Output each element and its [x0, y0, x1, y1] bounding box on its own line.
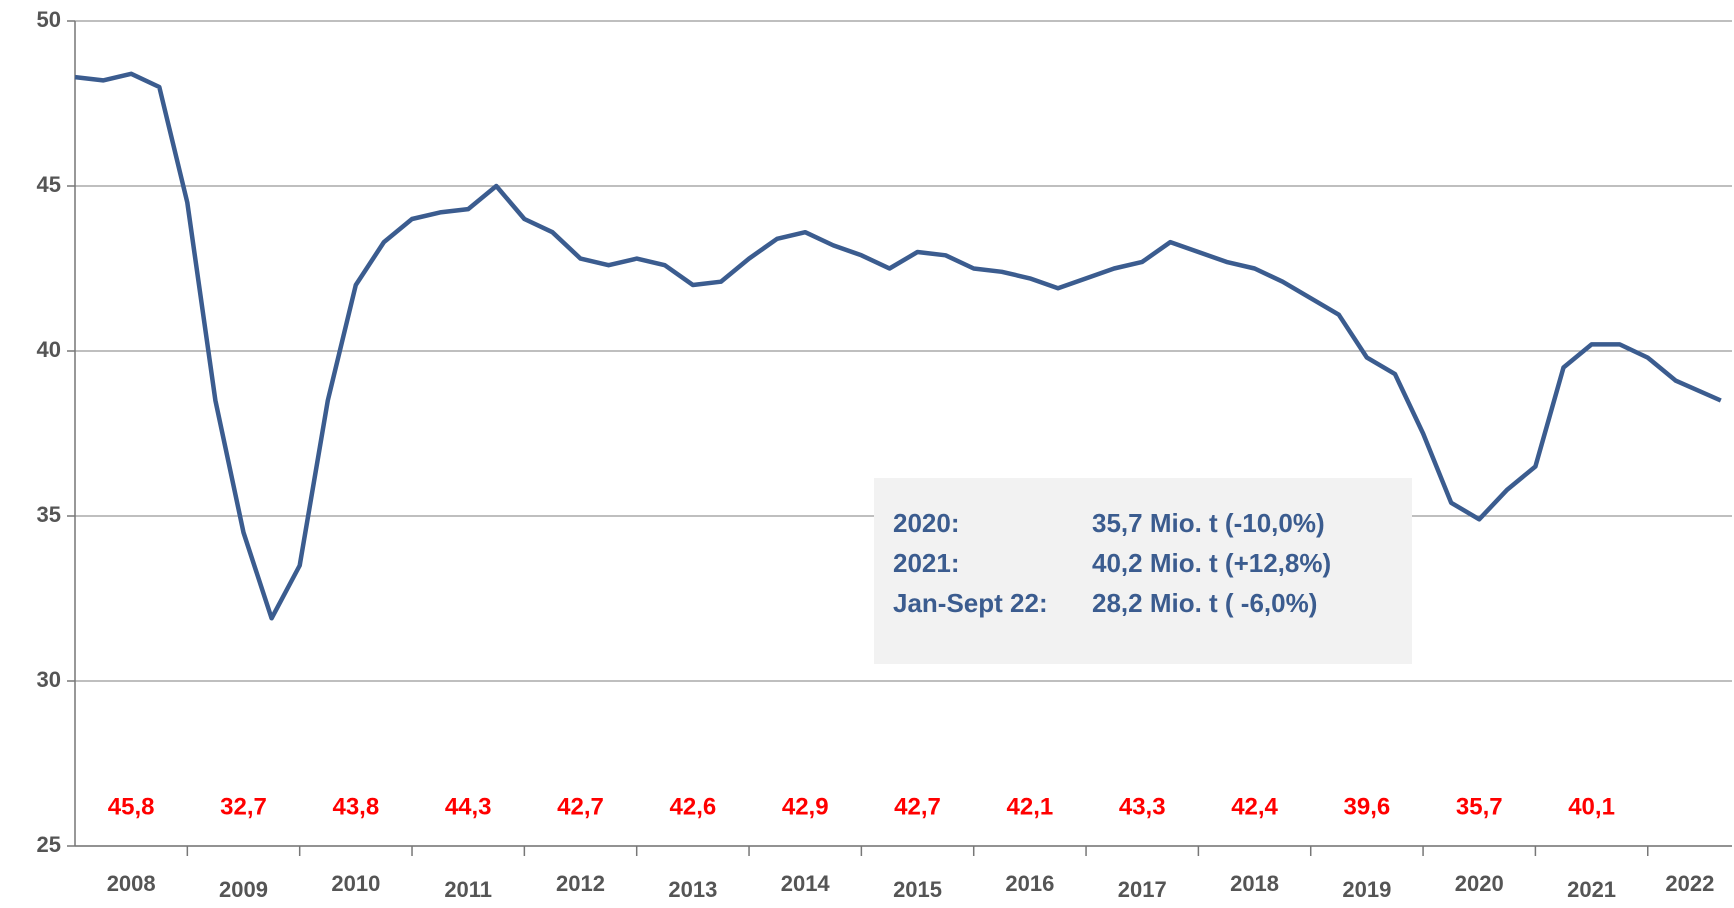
- annual-value-label: 39,6: [1344, 793, 1391, 820]
- x-tick-label: 2010: [331, 871, 380, 896]
- annual-value-label: 35,7: [1456, 793, 1503, 820]
- annotation-text: 40,2 Mio. t (+12,8%): [1092, 548, 1331, 578]
- y-tick-label: 35: [37, 502, 61, 527]
- annual-value-label: 42,1: [1007, 793, 1054, 820]
- annual-value-label: 44,3: [445, 793, 492, 820]
- y-tick-label: 50: [37, 7, 61, 32]
- annual-value-label: 32,7: [220, 793, 267, 820]
- annotation-text: 35,7 Mio. t (-10,0%): [1092, 508, 1325, 538]
- annual-value-label: 42,9: [782, 793, 829, 820]
- annual-value-label: 43,3: [1119, 793, 1166, 820]
- annotation-label: 2020:: [893, 508, 960, 538]
- annotation-text: 28,2 Mio. t ( -6,0%): [1092, 588, 1317, 618]
- x-tick-label: 2020: [1455, 871, 1504, 896]
- annual-value-label: 42,7: [557, 793, 604, 820]
- x-tick-label: 2019: [1342, 877, 1391, 902]
- annotation-label: 2021:: [893, 548, 960, 578]
- x-tick-label: 2014: [781, 871, 831, 896]
- y-tick-label: 45: [37, 172, 61, 197]
- annual-value-label: 43,8: [332, 793, 379, 820]
- y-tick-label: 30: [37, 667, 61, 692]
- x-tick-label: 2022: [1665, 871, 1714, 896]
- y-tick-label: 25: [37, 832, 61, 857]
- x-tick-label: 2013: [668, 877, 717, 902]
- annual-value-label: 45,8: [108, 793, 155, 820]
- annual-value-label: 42,6: [670, 793, 717, 820]
- x-tick-label: 2008: [107, 871, 156, 896]
- x-tick-label: 2012: [556, 871, 605, 896]
- annual-value-label: 42,4: [1231, 793, 1278, 820]
- x-tick-label: 2016: [1005, 871, 1054, 896]
- line-series: [74, 71, 1722, 621]
- annual-value-label: 42,7: [894, 793, 941, 820]
- x-tick-label: 2018: [1230, 871, 1279, 896]
- x-tick-label: 2011: [444, 877, 492, 902]
- annual-value-label: 40,1: [1568, 793, 1615, 820]
- x-tick-label: 2017: [1118, 877, 1167, 902]
- annotation-box: [874, 478, 1412, 664]
- y-tick-label: 40: [37, 337, 61, 362]
- x-tick-label: 2015: [893, 877, 942, 902]
- x-tick-label: 2021: [1567, 877, 1616, 902]
- annotation-label: Jan-Sept 22:: [893, 588, 1048, 618]
- x-tick-label: 2009: [219, 877, 268, 902]
